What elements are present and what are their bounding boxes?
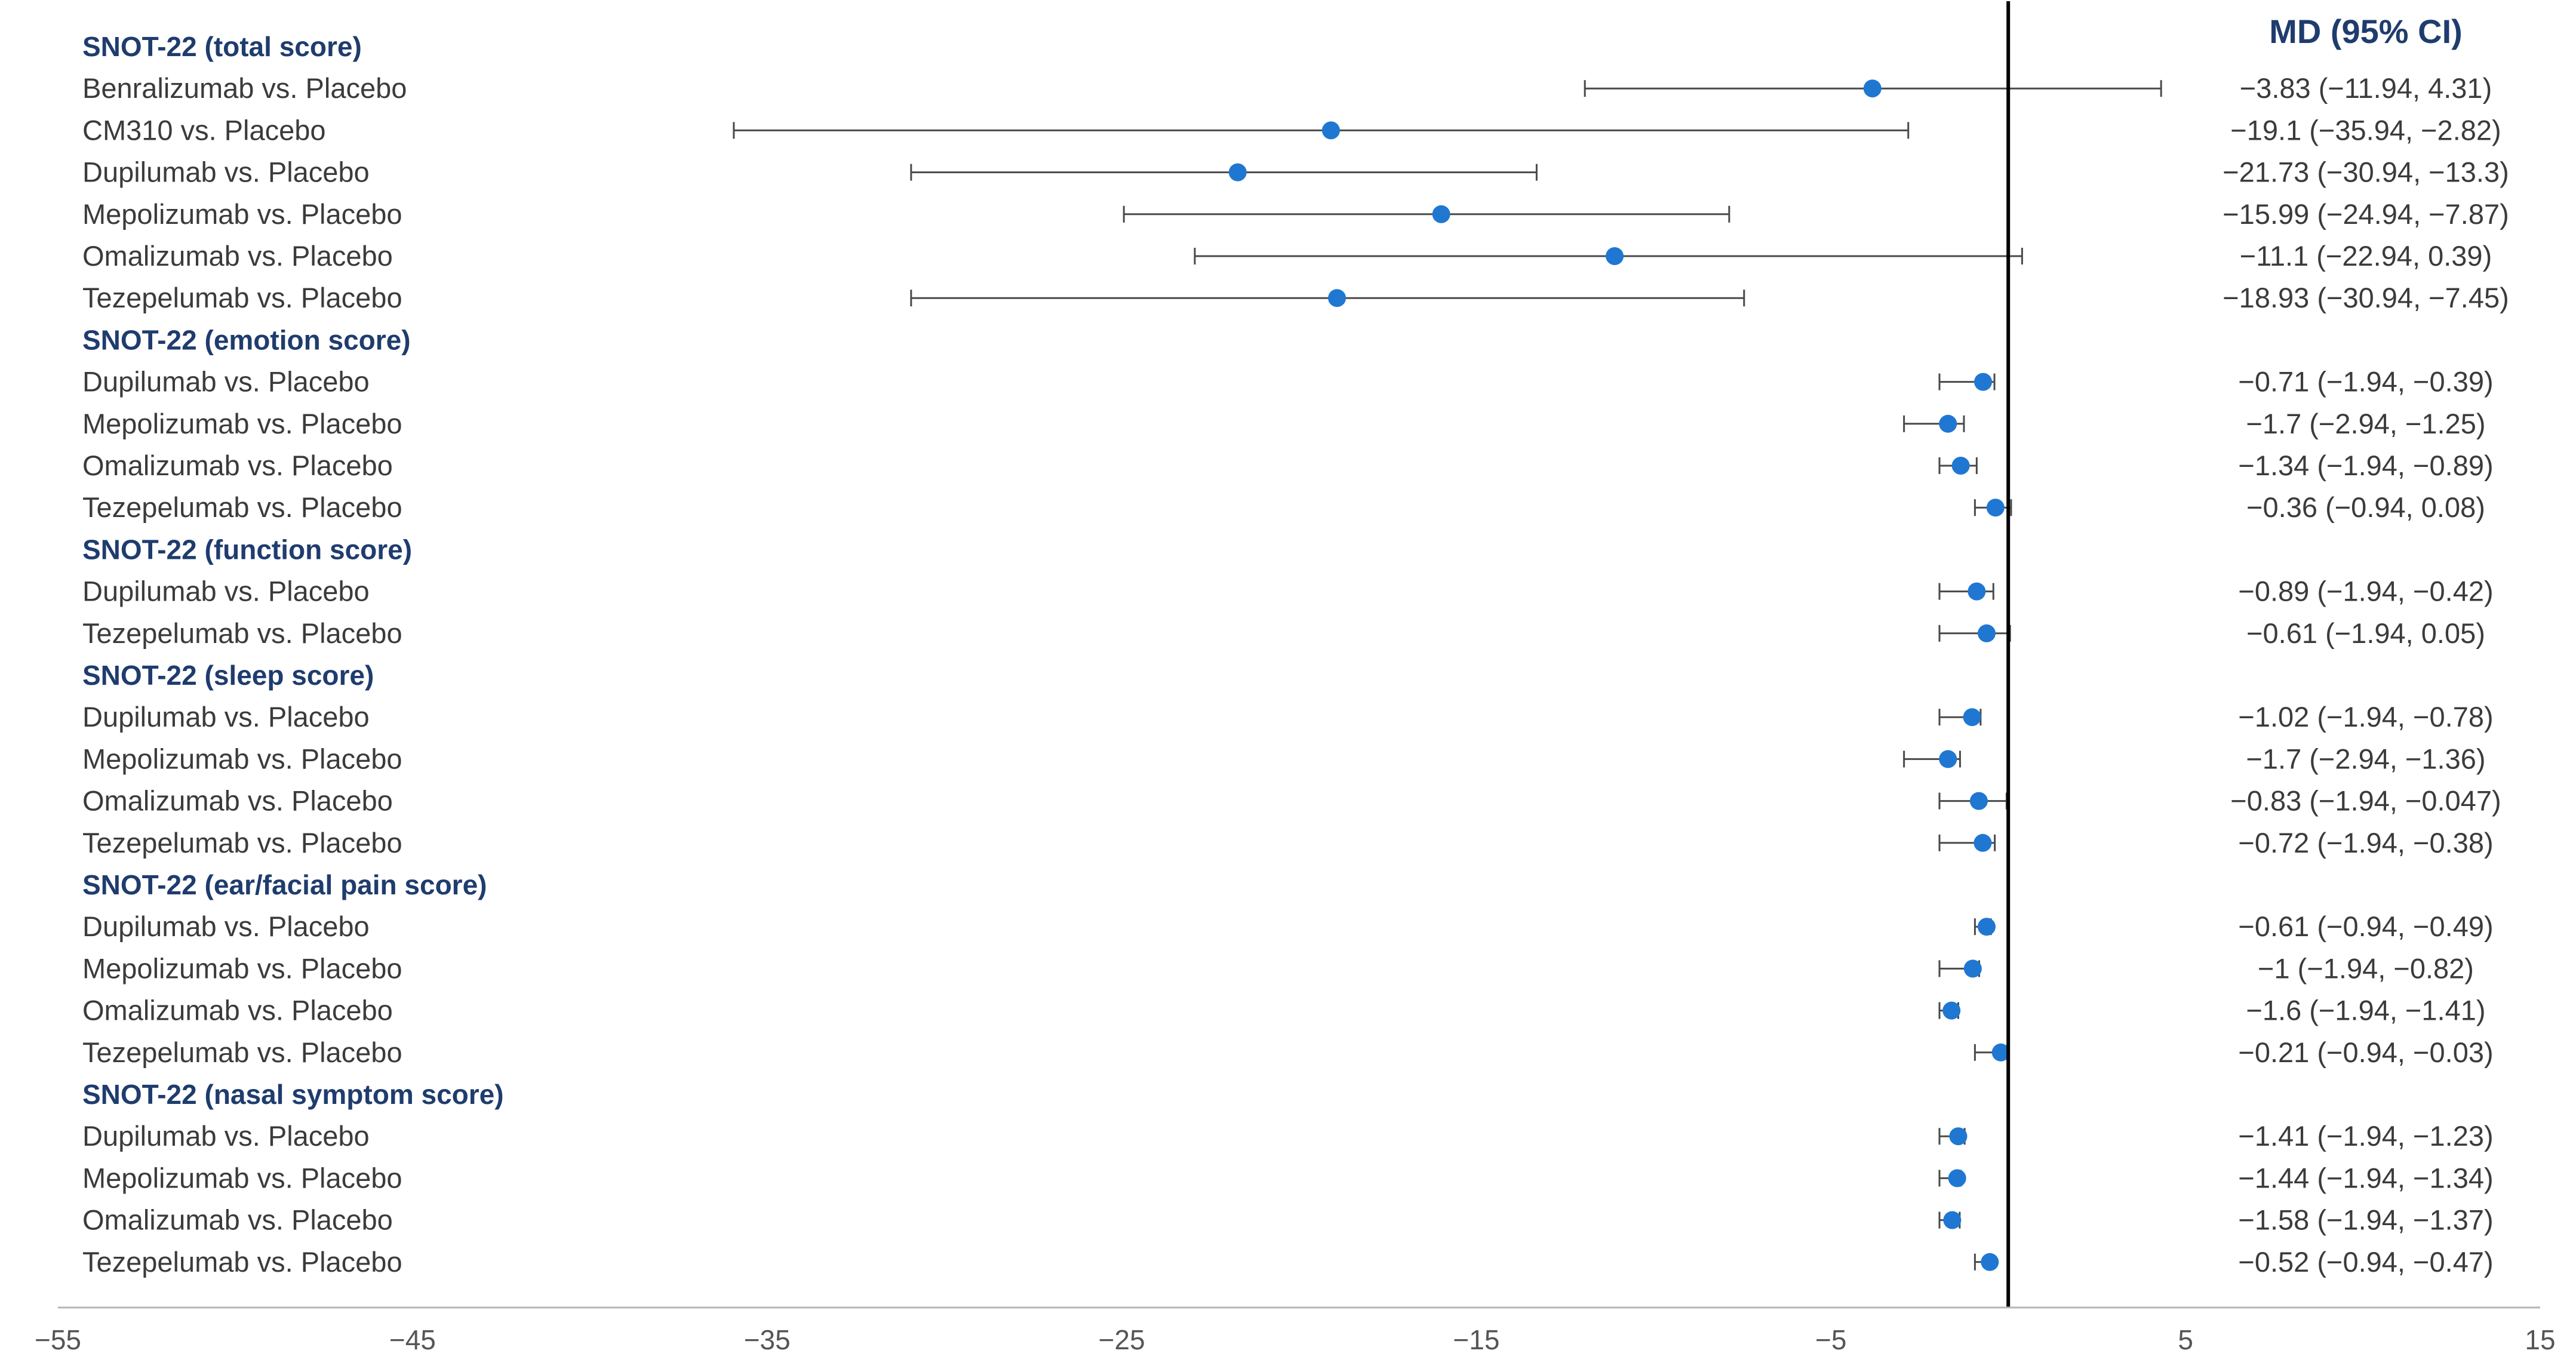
md-ci-value: −1.44 (−1.94, −1.34)	[2238, 1162, 2493, 1193]
md-ci-value: −3.83 (−11.94, 4.31)	[2240, 72, 2492, 104]
md-ci-value: −1.58 (−1.94, −1.37)	[2238, 1204, 2493, 1236]
point-estimate	[1943, 1211, 1962, 1229]
md-ci-value: −0.71 (−1.94, −0.39)	[2238, 366, 2493, 398]
x-tick-label: −5	[1815, 1324, 1846, 1355]
point-estimate	[1228, 163, 1247, 182]
point-estimate	[1977, 918, 1996, 936]
comparison-label: Omalizumab vs. Placebo	[82, 1204, 393, 1236]
point-estimate	[1863, 79, 1882, 98]
md-ci-value: −1.41 (−1.94, −1.23)	[2238, 1120, 2493, 1152]
md-ci-value: −1 (−1.94, −0.82)	[2258, 952, 2474, 984]
group-title: SNOT-22 (emotion score)	[82, 324, 411, 355]
md-ci-value: −21.73 (−30.94, −13.3)	[2223, 156, 2509, 188]
group-title: SNOT-22 (total score)	[82, 31, 362, 62]
comparison-label: Omalizumab vs. Placebo	[82, 785, 393, 817]
point-estimate	[1951, 457, 1970, 475]
point-estimate	[1986, 499, 2005, 517]
point-estimate	[1432, 205, 1450, 223]
point-estimate	[1981, 1253, 1999, 1271]
comparison-label: Mepolizumab vs. Placebo	[82, 1162, 402, 1193]
point-estimate	[1942, 1001, 1961, 1020]
point-estimate	[1939, 414, 1957, 433]
x-axis-ticks: −55 −45 −35 −25 −15 −5 5 15	[35, 1324, 2556, 1355]
md-ci-value: −1.6 (−1.94, −1.41)	[2246, 995, 2485, 1026]
comparison-label: Tezepelumab vs. Placebo	[82, 827, 402, 859]
comparison-label: Dupilumab vs. Placebo	[82, 156, 370, 188]
x-tick-label: −45	[389, 1324, 436, 1355]
estimate-column-header: MD (95% CI)	[2269, 13, 2463, 50]
comparison-label: Omalizumab vs. Placebo	[82, 450, 393, 481]
md-ci-value: −19.1 (−35.94, −2.82)	[2230, 114, 2501, 146]
md-ci-value: −18.93 (−30.94, −7.45)	[2223, 282, 2509, 313]
comparison-label: Tezepelumab vs. Placebo	[82, 617, 402, 649]
point-estimate	[1969, 792, 1988, 810]
comparison-label: Dupilumab vs. Placebo	[82, 910, 370, 942]
comparison-label: Mepolizumab vs. Placebo	[82, 408, 402, 439]
point-estimate	[1939, 750, 1957, 768]
x-tick-label: 15	[2525, 1324, 2555, 1355]
md-ci-value: −15.99 (−24.94, −7.87)	[2223, 198, 2509, 230]
md-ci-value: −0.72 (−1.94, −0.38)	[2238, 827, 2493, 859]
md-ci-value: −0.21 (−0.94, −0.03)	[2238, 1036, 2493, 1068]
md-ci-value: −0.89 (−1.94, −0.42)	[2238, 576, 2493, 607]
comparison-label: Dupilumab vs. Placebo	[82, 701, 370, 733]
md-ci-value: −1.34 (−1.94, −0.89)	[2238, 450, 2493, 481]
x-tick-label: 5	[2178, 1324, 2193, 1355]
md-ci-value: −0.61 (−1.94, 0.05)	[2246, 617, 2485, 649]
md-ci-value: −1.7 (−2.94, −1.36)	[2246, 743, 2485, 774]
point-estimate	[1974, 373, 1993, 391]
md-ci-value: −0.36 (−0.94, 0.08)	[2246, 491, 2485, 523]
comparison-label: Mepolizumab vs. Placebo	[82, 952, 402, 984]
comparison-label: Dupilumab vs. Placebo	[82, 366, 370, 398]
comparison-label: Tezepelumab vs. Placebo	[82, 491, 402, 523]
comparison-label: CM310 vs. Placebo	[82, 114, 326, 146]
comparison-label: Tezepelumab vs. Placebo	[82, 282, 402, 313]
group-title: SNOT-22 (ear/facial pain score)	[82, 869, 487, 900]
md-ci-value: −1.7 (−2.94, −1.25)	[2246, 408, 2485, 439]
md-ci-value: −0.52 (−0.94, −0.47)	[2238, 1246, 2493, 1278]
md-ci-value: −0.83 (−1.94, −0.047)	[2230, 785, 2501, 817]
comparison-label: Mepolizumab vs. Placebo	[82, 198, 402, 230]
group-title: SNOT-22 (nasal symptom score)	[82, 1079, 504, 1110]
point-estimate	[1321, 121, 1340, 140]
point-estimate	[1977, 624, 1996, 642]
x-tick-label: −35	[744, 1324, 791, 1355]
md-ci-value: −11.1 (−22.94, 0.39)	[2240, 240, 2492, 272]
group-title: SNOT-22 (function score)	[82, 534, 412, 565]
comparison-label: Omalizumab vs. Placebo	[82, 240, 393, 272]
point-estimate	[1948, 1169, 1966, 1188]
x-tick-label: −25	[1099, 1324, 1145, 1355]
comparison-label: Tezepelumab vs. Placebo	[82, 1246, 402, 1278]
point-estimate	[1974, 833, 1992, 852]
x-tick-label: −55	[35, 1324, 81, 1355]
x-tick-label: −15	[1453, 1324, 1499, 1355]
md-ci-value: −0.61 (−0.94, −0.49)	[2238, 910, 2493, 942]
point-estimate	[1963, 959, 1982, 978]
point-estimate	[1328, 289, 1347, 307]
comparison-label: Benralizumab vs. Placebo	[82, 72, 407, 104]
md-ci-value: −1.02 (−1.94, −0.78)	[2238, 701, 2493, 733]
point-estimate	[1606, 247, 1624, 265]
comparison-label: Mepolizumab vs. Placebo	[82, 743, 402, 774]
point-estimate	[1968, 582, 1986, 601]
group-title: SNOT-22 (sleep score)	[82, 660, 374, 691]
comparison-label: Dupilumab vs. Placebo	[82, 576, 370, 607]
comparison-label: Dupilumab vs. Placebo	[82, 1120, 370, 1152]
point-estimate	[1963, 708, 1981, 727]
point-estimate	[1949, 1127, 1968, 1146]
forest-rows: SNOT-22 (total score) Benralizumab vs. Pl…	[82, 31, 2509, 1278]
comparison-label: Tezepelumab vs. Placebo	[82, 1036, 402, 1068]
point-estimate	[1991, 1043, 2010, 1062]
comparison-label: Omalizumab vs. Placebo	[82, 995, 393, 1026]
